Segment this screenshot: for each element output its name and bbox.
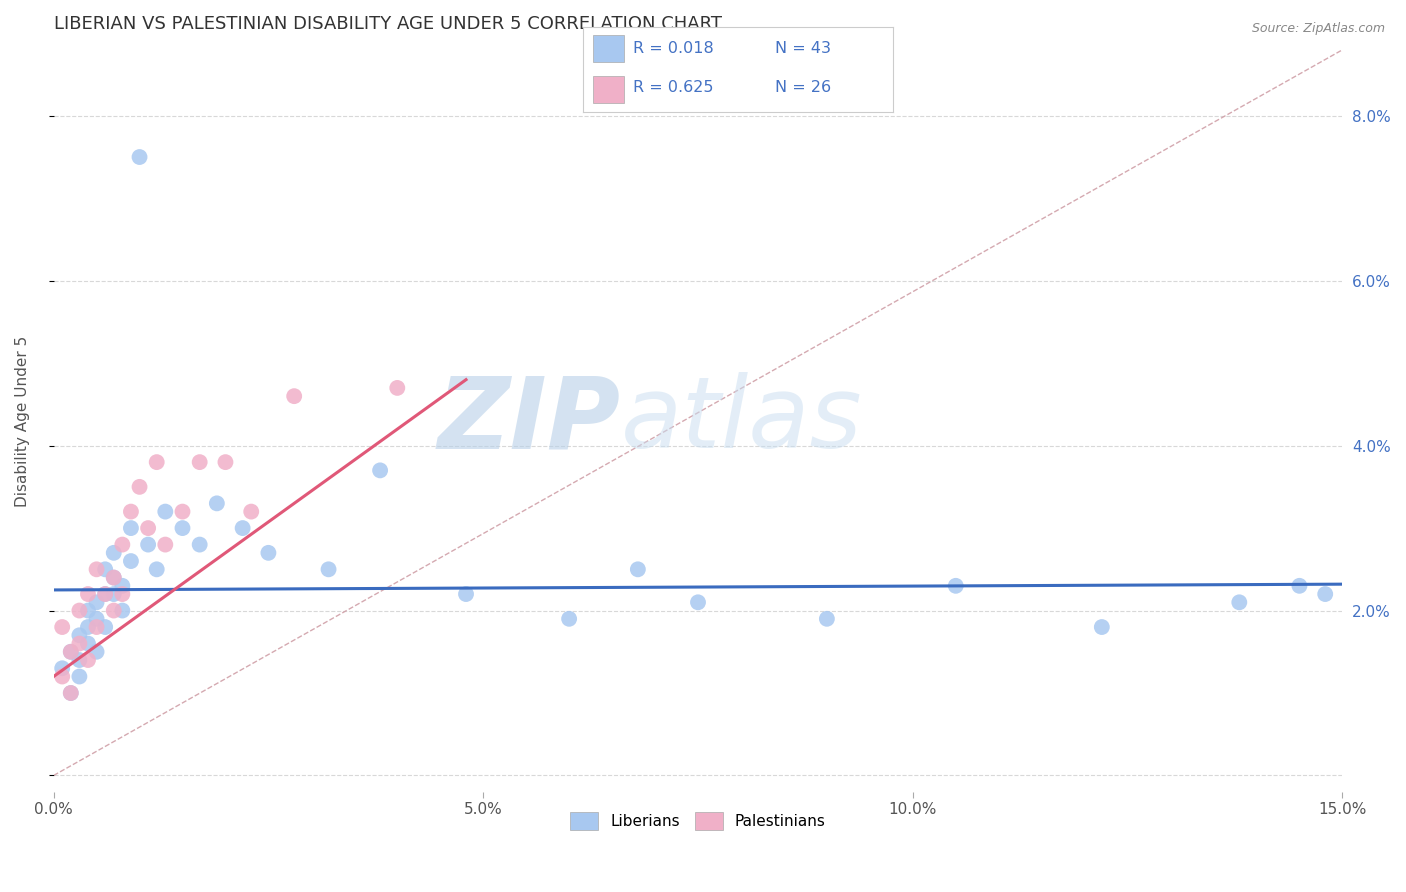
- Point: [103, 570, 125, 584]
- Point: [103, 570, 125, 584]
- Point: [558, 612, 581, 626]
- Point: [188, 455, 211, 469]
- Point: [77, 620, 100, 634]
- Point: [145, 455, 167, 469]
- FancyBboxPatch shape: [593, 36, 624, 62]
- Text: Source: ZipAtlas.com: Source: ZipAtlas.com: [1251, 22, 1385, 36]
- Point: [111, 579, 134, 593]
- Point: [103, 603, 125, 617]
- Point: [145, 562, 167, 576]
- Point: [136, 538, 159, 552]
- Point: [155, 538, 177, 552]
- Point: [120, 521, 142, 535]
- Text: N = 26: N = 26: [775, 80, 831, 95]
- Point: [1091, 620, 1114, 634]
- Point: [136, 521, 159, 535]
- Point: [59, 645, 82, 659]
- Point: [1227, 595, 1250, 609]
- Point: [205, 496, 228, 510]
- Point: [454, 587, 477, 601]
- Point: [77, 636, 100, 650]
- Point: [67, 653, 90, 667]
- Text: R = 0.018: R = 0.018: [633, 41, 714, 56]
- Point: [94, 620, 117, 634]
- Point: [67, 628, 90, 642]
- Point: [214, 455, 236, 469]
- Point: [59, 686, 82, 700]
- Point: [111, 587, 134, 601]
- Point: [283, 389, 305, 403]
- Point: [172, 521, 194, 535]
- Point: [111, 603, 134, 617]
- Point: [627, 562, 650, 576]
- Y-axis label: Disability Age Under 5: Disability Age Under 5: [15, 335, 30, 507]
- Point: [128, 150, 150, 164]
- Point: [67, 669, 90, 683]
- Point: [86, 562, 108, 576]
- Point: [1315, 587, 1337, 601]
- Point: [67, 603, 90, 617]
- FancyBboxPatch shape: [593, 76, 624, 103]
- Point: [77, 653, 100, 667]
- Point: [232, 521, 254, 535]
- Point: [51, 661, 73, 675]
- Point: [120, 554, 142, 568]
- Text: LIBERIAN VS PALESTINIAN DISABILITY AGE UNDER 5 CORRELATION CHART: LIBERIAN VS PALESTINIAN DISABILITY AGE U…: [53, 15, 721, 33]
- Text: ZIP: ZIP: [437, 372, 620, 469]
- Point: [86, 620, 108, 634]
- Text: atlas: atlas: [620, 372, 862, 469]
- Point: [172, 505, 194, 519]
- Text: N = 43: N = 43: [775, 41, 831, 56]
- Point: [120, 505, 142, 519]
- Point: [94, 587, 117, 601]
- Point: [318, 562, 340, 576]
- Point: [240, 505, 263, 519]
- Point: [945, 579, 967, 593]
- Point: [77, 603, 100, 617]
- Point: [1288, 579, 1310, 593]
- Point: [67, 636, 90, 650]
- Point: [257, 546, 280, 560]
- Point: [77, 587, 100, 601]
- Point: [387, 381, 409, 395]
- Point: [128, 480, 150, 494]
- Point: [94, 587, 117, 601]
- Point: [51, 669, 73, 683]
- Legend: Liberians, Palestinians: Liberians, Palestinians: [564, 805, 832, 837]
- Point: [686, 595, 709, 609]
- Point: [103, 587, 125, 601]
- Point: [815, 612, 838, 626]
- Point: [155, 505, 177, 519]
- Point: [51, 620, 73, 634]
- Point: [59, 686, 82, 700]
- Point: [188, 538, 211, 552]
- Point: [111, 538, 134, 552]
- Point: [86, 595, 108, 609]
- Point: [94, 562, 117, 576]
- Text: R = 0.625: R = 0.625: [633, 80, 713, 95]
- Point: [86, 645, 108, 659]
- Point: [368, 463, 391, 477]
- Point: [59, 645, 82, 659]
- Point: [86, 612, 108, 626]
- Point: [103, 546, 125, 560]
